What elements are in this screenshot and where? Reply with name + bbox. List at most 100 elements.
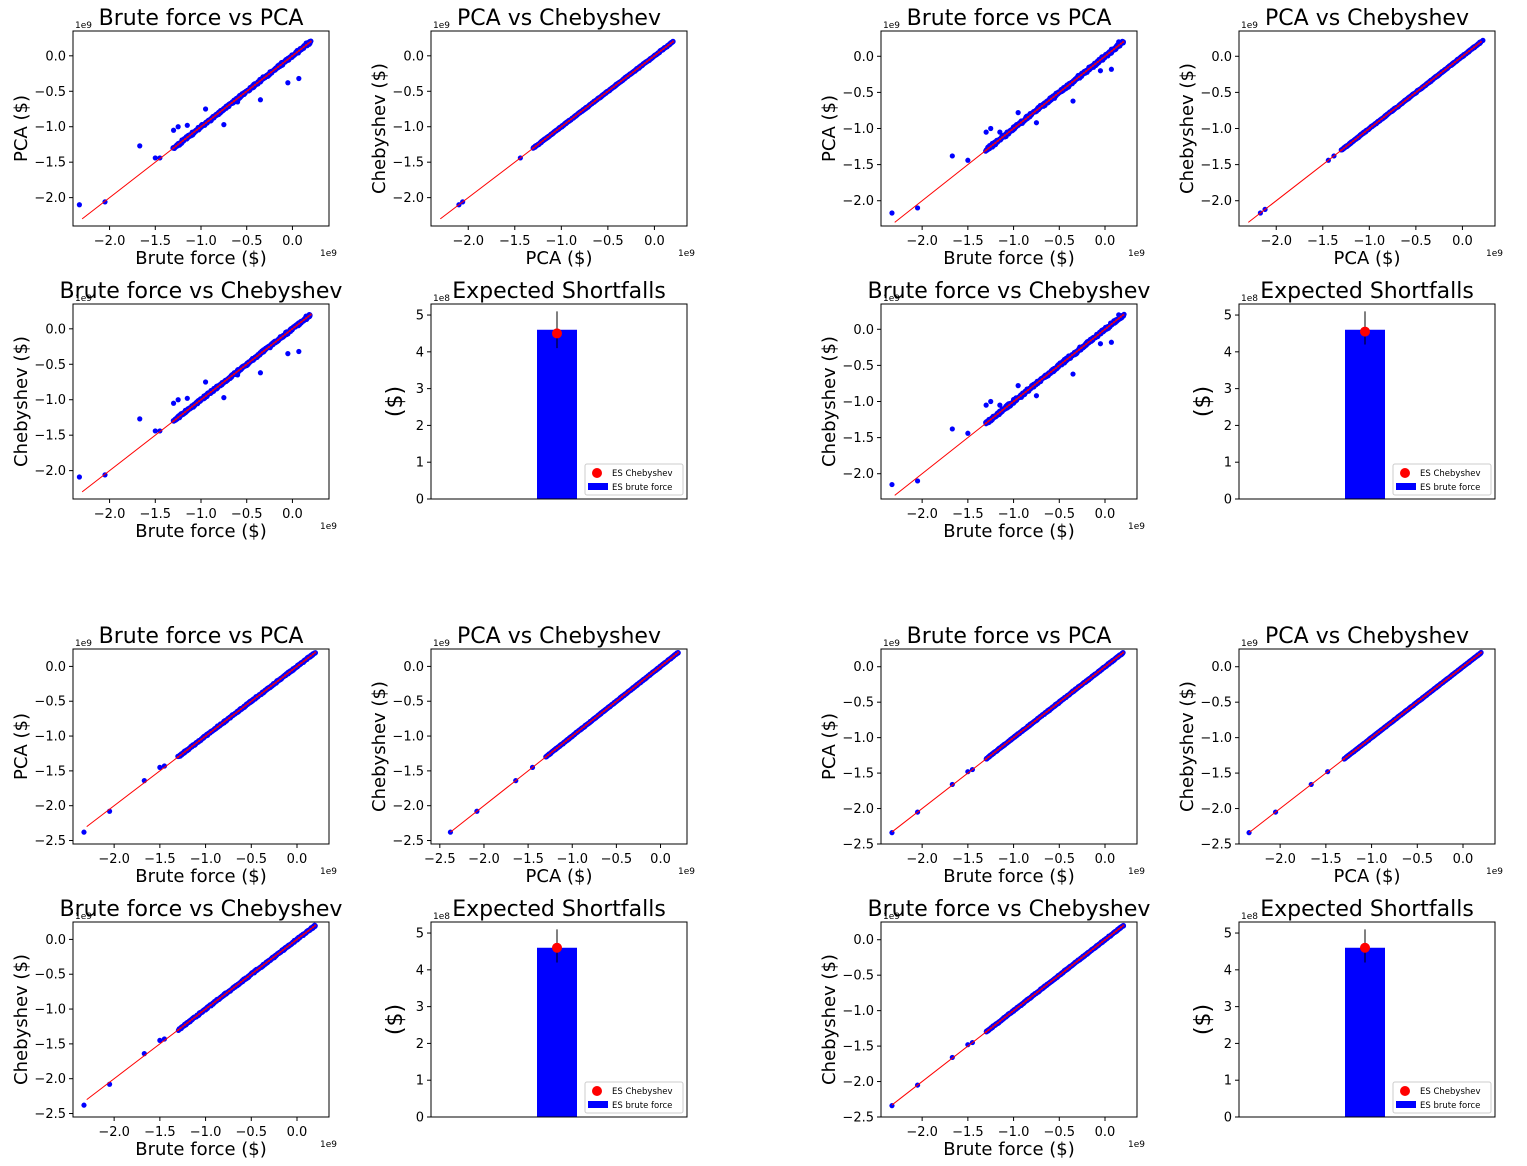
identity-marker xyxy=(242,92,245,96)
identity-marker xyxy=(1010,128,1013,132)
identity-marker xyxy=(1080,346,1083,350)
identity-marker xyxy=(1031,721,1034,725)
y-axis-label: PCA ($) xyxy=(819,95,840,162)
y-axis-label: Chebyshev ($) xyxy=(819,336,840,467)
y-tick-label: −2.5 xyxy=(392,834,424,849)
identity-marker xyxy=(1089,676,1092,679)
identity-marker xyxy=(584,723,588,727)
identity-marker xyxy=(1432,77,1435,80)
scatter-point xyxy=(175,124,181,130)
identity-marker xyxy=(172,146,175,150)
scatter-point xyxy=(997,129,1003,135)
identity-marker xyxy=(1430,79,1433,82)
identity-marker xyxy=(186,135,189,139)
identity-marker xyxy=(279,677,282,681)
scatter-plot-3: −2.0 −1.5 −1.0 −0.5 0.0−2.0−1.5−1.0−0.50.0Br… xyxy=(819,6,1145,269)
identity-marker xyxy=(288,670,291,674)
identity-marker xyxy=(989,418,992,421)
x-axis-label: Brute force ($) xyxy=(135,248,267,269)
identity-marker xyxy=(216,725,219,729)
x-axis-label: Brute force ($) xyxy=(943,248,1075,269)
identity-marker xyxy=(643,62,646,65)
identity-marker xyxy=(1094,335,1097,339)
x-axis-label: PCA ($) xyxy=(526,248,593,269)
identity-marker xyxy=(183,137,187,141)
scatter-point xyxy=(234,99,241,105)
identity-marker xyxy=(1084,70,1088,73)
x-tick-label: −1.5 xyxy=(139,234,171,249)
x-tick-label: −1.0 xyxy=(185,234,217,249)
identity-marker xyxy=(1070,354,1074,357)
identity-marker xyxy=(553,130,556,133)
chart-title: Brute force vs PCA xyxy=(99,624,304,649)
scatter-plot-11: −2.0 −1.5 −1.0 −0.5 0.0−2.5−2.0−1.5−1.0−0.50… xyxy=(819,624,1145,887)
identity-marker xyxy=(665,660,669,663)
identity-marker xyxy=(1479,40,1483,44)
y-tick-label: 3 xyxy=(416,382,424,397)
identity-marker xyxy=(256,354,259,358)
identity-marker xyxy=(297,663,301,667)
identity-marker xyxy=(228,716,231,720)
es-brute-force-bar xyxy=(1345,329,1385,499)
identity-marker xyxy=(1017,123,1020,126)
identity-marker xyxy=(659,665,662,668)
identity-marker xyxy=(984,148,988,152)
identity-marker xyxy=(622,78,625,81)
identity-marker xyxy=(255,695,259,698)
identity-marker xyxy=(221,381,224,385)
identity-marker xyxy=(249,360,252,363)
identity-marker xyxy=(232,372,236,376)
identity-marker xyxy=(1112,320,1116,324)
identity-marker xyxy=(223,380,226,383)
x-exponent-label: 1e9 xyxy=(1128,867,1145,877)
identity-marker xyxy=(211,116,215,119)
scatter-point xyxy=(1097,341,1104,347)
identity-marker xyxy=(288,329,291,333)
x-tick-label: −1.5 xyxy=(144,852,176,867)
legend-box xyxy=(584,463,684,496)
identity-marker xyxy=(214,114,217,117)
identity-marker xyxy=(244,90,247,94)
x-exponent-label: 1e9 xyxy=(678,249,695,259)
y-tick-label: 0.0 xyxy=(853,660,874,675)
x-tick-label: −0.5 xyxy=(235,852,267,867)
identity-marker xyxy=(200,398,203,401)
identity-marker xyxy=(300,47,303,51)
identity-marker xyxy=(1073,689,1076,692)
scatter-point xyxy=(285,80,291,86)
identity-marker xyxy=(279,336,282,340)
identity-marker xyxy=(1052,368,1055,372)
y-tick-label: 0.0 xyxy=(403,49,424,64)
identity-marker xyxy=(235,711,238,714)
identity-marker xyxy=(625,692,628,695)
scatter-point xyxy=(202,106,209,112)
x-tick-label: −0.5 xyxy=(231,234,263,249)
identity-marker xyxy=(638,681,642,684)
identity-marker xyxy=(297,49,301,52)
identity-marker xyxy=(223,107,226,110)
identity-marker xyxy=(1040,104,1044,108)
scatter-point xyxy=(296,75,302,82)
identity-marker xyxy=(591,101,594,105)
identity-marker xyxy=(998,137,1002,141)
identity-marker xyxy=(1057,701,1060,705)
y-tick-label: 2 xyxy=(1224,419,1232,434)
identity-marker xyxy=(1098,669,1102,672)
identity-marker xyxy=(188,134,192,137)
scatter-point xyxy=(889,481,895,488)
identity-marker xyxy=(1047,709,1051,712)
identity-marker xyxy=(176,755,180,759)
y-tick-label: −1.0 xyxy=(34,730,66,745)
identity-marker xyxy=(1003,743,1006,746)
identity-marker xyxy=(1385,114,1388,117)
y-tick-label: −2.0 xyxy=(392,799,424,814)
identity-marker xyxy=(1110,322,1113,326)
identity-marker xyxy=(1036,718,1039,721)
identity-marker xyxy=(1057,365,1060,368)
identity-marker xyxy=(269,344,273,347)
identity-marker xyxy=(1066,694,1069,698)
identity-marker xyxy=(193,743,196,746)
identity-marker xyxy=(631,71,635,74)
identity-marker xyxy=(1008,739,1011,743)
